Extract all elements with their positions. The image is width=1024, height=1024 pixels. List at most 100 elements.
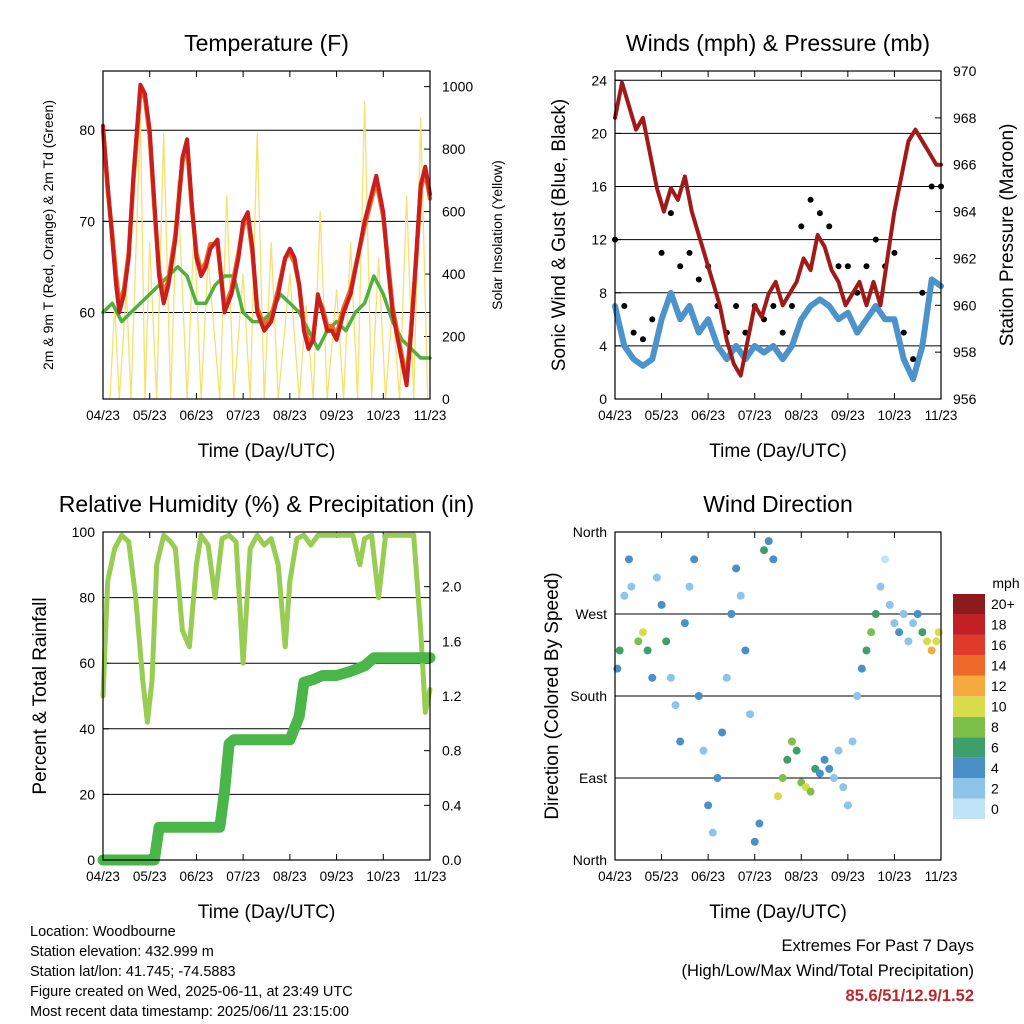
gust-point xyxy=(872,236,879,243)
panel-0-xtick-label: 09/23 xyxy=(320,408,354,423)
panel-2-xtick-label: 06/23 xyxy=(180,869,214,884)
direction-point xyxy=(862,646,871,655)
dewpoint-series xyxy=(101,265,432,360)
panel-1-xtick-label: 07/23 xyxy=(738,408,772,423)
direction-point xyxy=(727,610,736,618)
panel-1-ytick-label: 24 xyxy=(591,72,607,88)
direction-point xyxy=(895,628,904,637)
panel-1-xtick-label: 11/23 xyxy=(925,408,958,423)
direction-point xyxy=(676,737,685,746)
panel-1-xtick-label: 09/23 xyxy=(831,408,865,423)
direction-point xyxy=(760,546,769,555)
gust-point xyxy=(621,303,628,310)
panel-1-title: Winds (mph) & Pressure (mb) xyxy=(626,30,930,56)
gust-point xyxy=(928,183,935,190)
panel-1-y2tick-label: 964 xyxy=(953,204,977,220)
panel-0-y2tick-label: 1000 xyxy=(442,79,473,95)
panel-2-ylabel: Percent & Total Rainfall xyxy=(30,597,51,794)
panel-0-ytick-label: 60 xyxy=(79,304,95,320)
panel-2-xtick-label: 05/23 xyxy=(133,869,167,884)
panel-3-xlabel: Time (Day/UTC) xyxy=(709,902,847,923)
direction-point xyxy=(694,692,703,700)
direction-point xyxy=(853,692,862,700)
panel-0-xtick-label: 06/23 xyxy=(180,408,214,423)
gust-point xyxy=(910,356,917,363)
panel-0-y2tick-label: 400 xyxy=(442,266,466,282)
direction-point xyxy=(932,637,941,646)
panel-2-xtick-label: 08/23 xyxy=(273,869,307,884)
direction-point xyxy=(764,537,773,546)
direction-point xyxy=(620,591,629,600)
direction-point xyxy=(615,646,624,655)
elevation-text: Station elevation: 432.999 m xyxy=(30,944,214,960)
colorbar-label: 16 xyxy=(991,637,1007,653)
direction-point xyxy=(783,755,792,764)
colorbar-swatch xyxy=(953,634,985,656)
panel-0-y2tick-label: 600 xyxy=(442,204,466,220)
direction-point xyxy=(843,801,852,810)
panel-3-ytick-label: East xyxy=(579,770,607,786)
direction-point xyxy=(662,637,671,646)
rh-series xyxy=(100,532,433,725)
panel-0-y2label: Solar Insolation (Yellow) xyxy=(489,160,505,310)
gust-point xyxy=(798,223,805,230)
gust-point xyxy=(733,303,740,310)
direction-point xyxy=(708,828,717,837)
colorbar-label: 0 xyxy=(991,801,999,817)
gust-point xyxy=(807,196,814,203)
panel-1-y2tick-label: 968 xyxy=(953,110,977,126)
panel-0-title: Temperature (F) xyxy=(184,30,349,56)
direction-point xyxy=(923,637,932,646)
direction-point xyxy=(890,619,899,628)
panel-1-ytick-label: 12 xyxy=(591,232,607,248)
extremes-values: 85.6/51/12.9/1.52 xyxy=(845,987,974,1005)
colorbar-label: 6 xyxy=(991,739,999,755)
colorbar-label: 20+ xyxy=(991,596,1015,612)
panel-0-y2tick-label: 200 xyxy=(442,329,466,345)
panel-2-xtick-label: 07/23 xyxy=(226,869,260,884)
panel-0-frame xyxy=(102,70,431,400)
gust-point xyxy=(779,329,786,336)
extremes-info: Extremes For Past 7 Days (High/Low/Max W… xyxy=(681,934,974,1009)
panel-1-ytick-label: 4 xyxy=(599,338,607,354)
direction-point xyxy=(899,610,908,618)
direction-point xyxy=(918,628,927,637)
colorbar-label: 4 xyxy=(991,760,999,776)
panel-3-xtick-label: 07/23 xyxy=(738,869,772,884)
colorbar-swatch xyxy=(953,594,985,615)
panel-3-title: Wind Direction xyxy=(703,491,853,517)
panel-1-xtick-label: 06/23 xyxy=(691,408,725,423)
panel-1-y2label: Station Pressure (Maroon) xyxy=(997,124,1018,347)
panel-1-ylabel: Sonic Wind & Gust (Blue, Black) xyxy=(549,99,570,371)
panel-2-ytick-label: 40 xyxy=(79,721,95,737)
direction-point xyxy=(848,737,857,746)
direction-point xyxy=(787,737,796,746)
colorbar-swatch xyxy=(953,716,985,738)
created-text: Figure created on Wed, 2025-06-11, at 23… xyxy=(30,984,353,1000)
colorbar-swatch xyxy=(953,737,985,758)
panel-3-xtick-label: 04/23 xyxy=(598,869,632,884)
colorbar-swatch xyxy=(953,757,985,779)
panel-1-y2tick-label: 958 xyxy=(953,344,977,360)
colorbar-swatch xyxy=(953,696,985,717)
colorbar-label: 10 xyxy=(991,699,1007,715)
panel-0-xtick-label: 05/23 xyxy=(133,408,167,423)
panel-1-ytick-label: 8 xyxy=(599,285,607,301)
extremes-subtitle: (High/Low/Max Wind/Total Precipitation) xyxy=(681,962,974,980)
panel-3-ytick-label: North xyxy=(573,852,607,868)
panel-1-xtick-label: 04/23 xyxy=(598,408,632,423)
panel-1-xtick-label: 05/23 xyxy=(645,408,679,423)
panel-2-title: Relative Humidity (%) & Precipitation (i… xyxy=(59,491,474,517)
colorbar-label: 8 xyxy=(991,719,999,735)
direction-point xyxy=(857,664,866,673)
direction-point xyxy=(718,728,727,737)
panel-3-ytick-label: North xyxy=(573,524,607,540)
direction-point xyxy=(774,792,782,801)
panel-3-xtick-label: 10/23 xyxy=(878,869,912,884)
panel-2-xtick-label: 11/23 xyxy=(414,869,447,884)
gust-point xyxy=(788,303,795,310)
direction-point xyxy=(750,837,759,846)
direction-point xyxy=(815,769,824,778)
panel-2-y2tick-label: 0.0 xyxy=(442,852,462,868)
